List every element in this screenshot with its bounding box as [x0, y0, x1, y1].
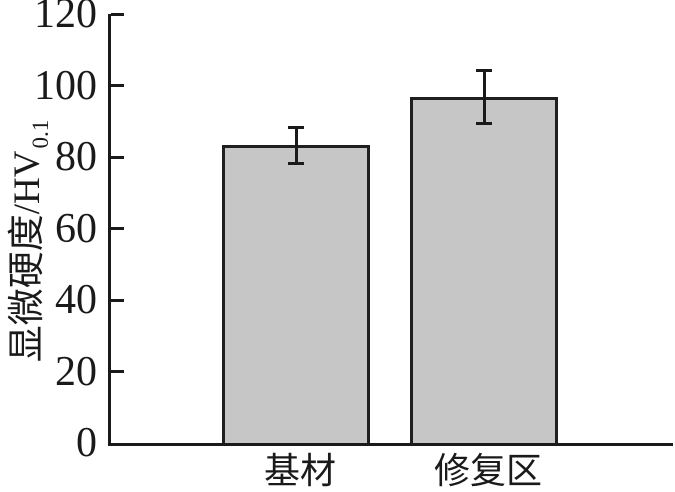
bar-1 — [222, 145, 370, 443]
bar-2 — [410, 96, 558, 443]
plot-area — [108, 12, 673, 446]
error-bar-line — [482, 70, 486, 124]
error-bar-cap-bottom — [476, 122, 492, 126]
y-tick-label: 40 — [55, 277, 97, 323]
x-category-label: 修复区 — [433, 451, 542, 491]
error-bar-cap-top — [288, 125, 304, 129]
error-bar-line — [294, 127, 298, 164]
y-tick-label: 80 — [55, 134, 97, 180]
y-tick-mark — [111, 298, 124, 302]
y-tick-label: 60 — [55, 205, 97, 252]
error-bar-cap-top — [476, 68, 492, 72]
y-tick-mark — [111, 370, 124, 373]
x-category-label: 基材 — [263, 451, 336, 491]
y-tick-label: 20 — [55, 348, 97, 395]
y-tick-mark — [111, 84, 124, 87]
error-bar-cap-bottom — [288, 161, 304, 165]
y-tick-mark — [111, 155, 124, 159]
y-tick-mark — [111, 12, 124, 16]
y-tick-label: 120 — [34, 0, 97, 37]
y-tick-label: 100 — [34, 62, 97, 109]
y-tick-mark — [111, 227, 124, 230]
y-axis-title-text: 显微硬度/HV — [7, 150, 48, 363]
y-tick-label: 0 — [76, 420, 97, 466]
